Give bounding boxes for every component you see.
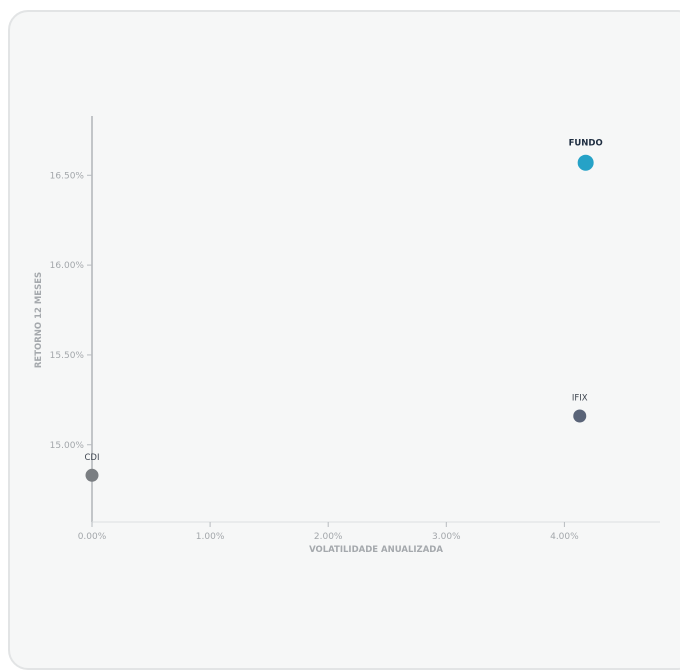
x-tick-label: 2.00% [314,532,343,542]
x-tick-label: 1.00% [196,532,225,542]
y-tick-label: 15.00% [50,441,85,451]
x-tick-group: 0.00% 1.00% 2.00% 3.00% 4.00% [78,522,579,542]
y-tick-label: 15.50% [50,351,85,361]
y-tick-group: 15.00% 15.50% 16.00% 16.50% [50,171,92,451]
x-tick-label: 3.00% [432,532,461,542]
x-tick-label: 0.00% [78,532,107,542]
point-label-cdi: CDI [85,453,100,463]
point-label-fundo: FUNDO [569,139,603,149]
point-group: FUNDO IFIX CDI [85,139,603,482]
data-point-fundo[interactable] [577,154,594,171]
chart-card [8,10,680,670]
y-tick-label: 16.00% [50,261,85,271]
data-point-cdi[interactable] [85,468,99,482]
x-axis-title: VOLATILIDADE ANUALIZADA [309,545,443,555]
y-tick-label: 16.50% [50,171,85,181]
y-axis-title: RETORNO 12 MESES [34,272,44,368]
point-label-ifix: IFIX [572,394,588,404]
data-point-ifix[interactable] [573,409,587,423]
x-tick-label: 4.00% [550,532,579,542]
scatter-chart: 0.00% 1.00% 2.00% 3.00% 4.00% 15.00% 15.50% 16… [34,116,660,555]
